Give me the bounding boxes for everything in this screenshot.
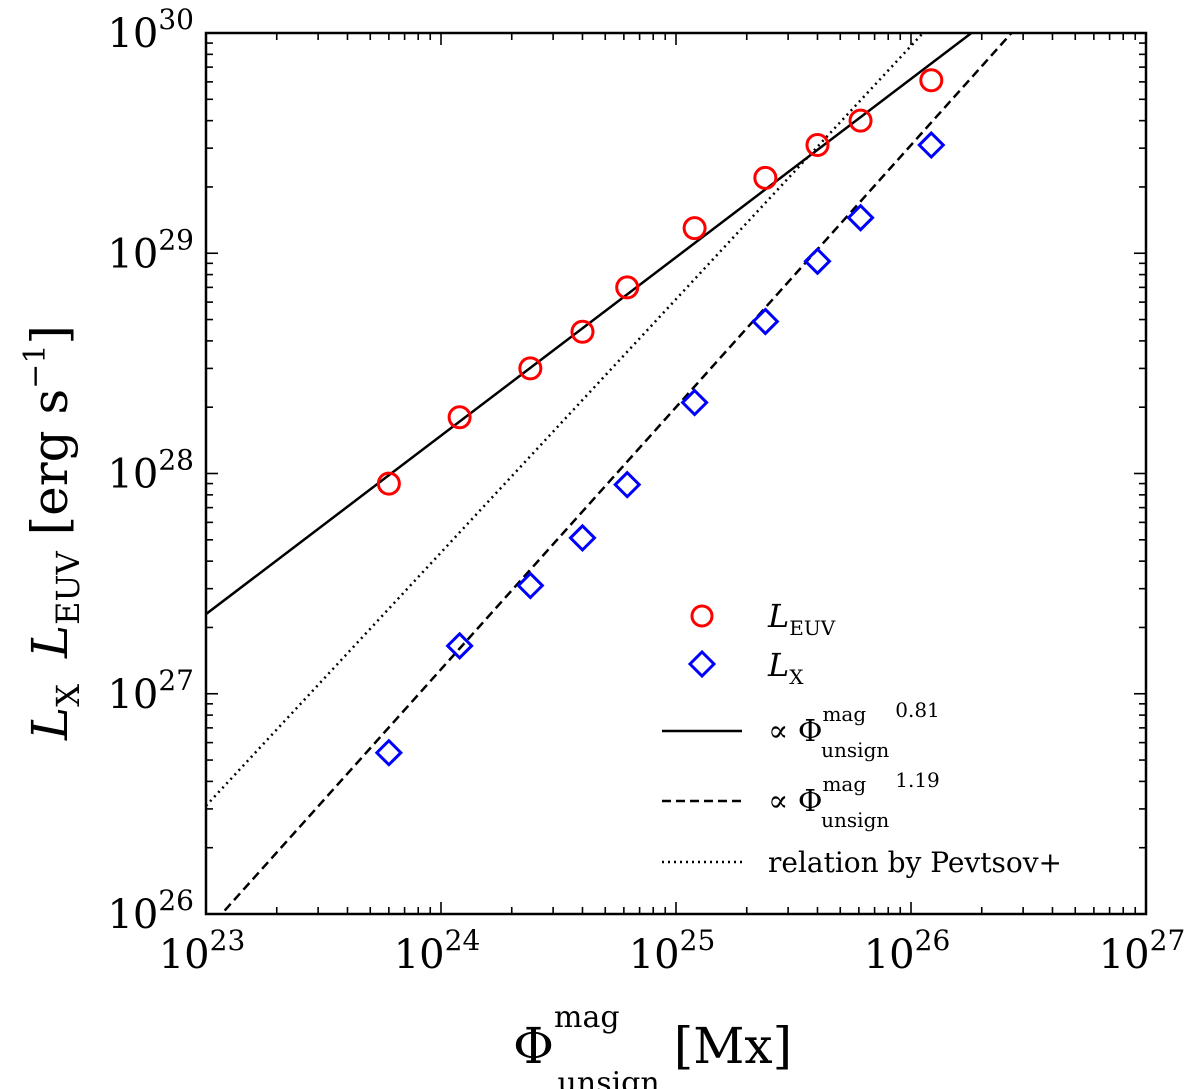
fit-line-solid bbox=[206, 33, 974, 616]
legend-marker-diamond bbox=[687, 649, 717, 679]
y-axis-leuv: L bbox=[21, 625, 79, 659]
legend-item-lx: LX bbox=[687, 646, 804, 689]
legend-label-fit-119: ∝ Φmag unsign1.19 bbox=[768, 768, 940, 832]
y-axis-lx-sub: X bbox=[49, 684, 87, 707]
x-axis-symbol: Φ bbox=[513, 1017, 554, 1075]
point-leuv bbox=[753, 165, 778, 190]
point-lx bbox=[568, 523, 597, 553]
point-lx bbox=[751, 307, 780, 336]
legend-item-leuv: LEUV bbox=[690, 597, 836, 640]
x-axis-sup: mag bbox=[554, 1000, 620, 1035]
fit-line-dotted bbox=[206, 33, 925, 807]
x-axis-sub: unsign bbox=[558, 1066, 660, 1089]
point-leuv bbox=[919, 68, 944, 93]
point-leuv bbox=[447, 405, 472, 430]
point-leuv bbox=[615, 275, 640, 300]
y-axis-lx: L bbox=[21, 707, 79, 741]
point-leuv bbox=[682, 216, 707, 241]
x-axis-title: Φmag unsign [Mx] bbox=[513, 1000, 792, 1089]
point-leuv bbox=[376, 471, 401, 496]
legend-item-fit-119: ∝ Φmag unsign1.19 bbox=[662, 768, 940, 832]
y-axis-unit-close: ] bbox=[21, 325, 79, 345]
plot-contents bbox=[206, 33, 1014, 914]
x-tick-label: 1024 bbox=[394, 924, 481, 978]
legend-item-pevtsov: relation by Pevtsov+ bbox=[662, 846, 1062, 879]
point-lx bbox=[917, 130, 946, 160]
y-tick-label: 1027 bbox=[107, 664, 194, 718]
point-leuv bbox=[518, 356, 543, 381]
point-leuv bbox=[805, 133, 830, 158]
y-axis-leuv-sub: EUV bbox=[49, 550, 87, 624]
y-axis-unit-open: [erg s bbox=[21, 389, 79, 536]
axis-ticks bbox=[205, 33, 1146, 915]
legend-label-lx: LX bbox=[767, 646, 804, 689]
y-tick-label: 1030 bbox=[107, 3, 194, 57]
x-tick-label: 1025 bbox=[629, 924, 716, 978]
y-tick-label: 1029 bbox=[107, 223, 194, 277]
y-axis-title: LXLEUV[erg s−1] bbox=[18, 325, 87, 741]
legend-label-pevtsov: relation by Pevtsov+ bbox=[768, 846, 1062, 879]
x-tick-label: 1023 bbox=[159, 924, 246, 978]
point-lx bbox=[374, 738, 403, 767]
legend-label-leuv: LEUV bbox=[767, 597, 836, 640]
legend-item-fit-081: ∝ Φmag unsign0.81 bbox=[662, 698, 940, 762]
tick-labels: 1023 1024 1025 1026 1027 1026 1027 1028 1029 1030 bbox=[107, 3, 1185, 978]
point-leuv bbox=[848, 108, 873, 133]
y-tick-label: 1028 bbox=[107, 444, 194, 498]
point-lx bbox=[613, 470, 642, 499]
point-lx bbox=[680, 388, 709, 417]
point-lx bbox=[846, 203, 875, 232]
point-lx bbox=[445, 631, 474, 660]
fit-line-dashed bbox=[219, 33, 1014, 914]
y-tick-label: 1026 bbox=[107, 884, 194, 938]
legend: LEUV LX ∝ Φmag unsign0.81 ∝ Φmag unsign1.1… bbox=[662, 597, 1062, 879]
x-tick-label: 1026 bbox=[864, 924, 951, 978]
point-lx bbox=[516, 571, 545, 600]
x-tick-label: 1027 bbox=[1099, 924, 1186, 978]
point-lx bbox=[803, 247, 832, 276]
legend-label-fit-081: ∝ Φmag unsign0.81 bbox=[768, 698, 940, 762]
point-leuv bbox=[570, 319, 595, 344]
y-axis-unit-exp: −1 bbox=[18, 345, 53, 389]
plot-frame bbox=[204, 31, 1148, 916]
x-axis-unit: [Mx] bbox=[674, 1017, 792, 1075]
legend-marker-circle bbox=[690, 604, 714, 628]
